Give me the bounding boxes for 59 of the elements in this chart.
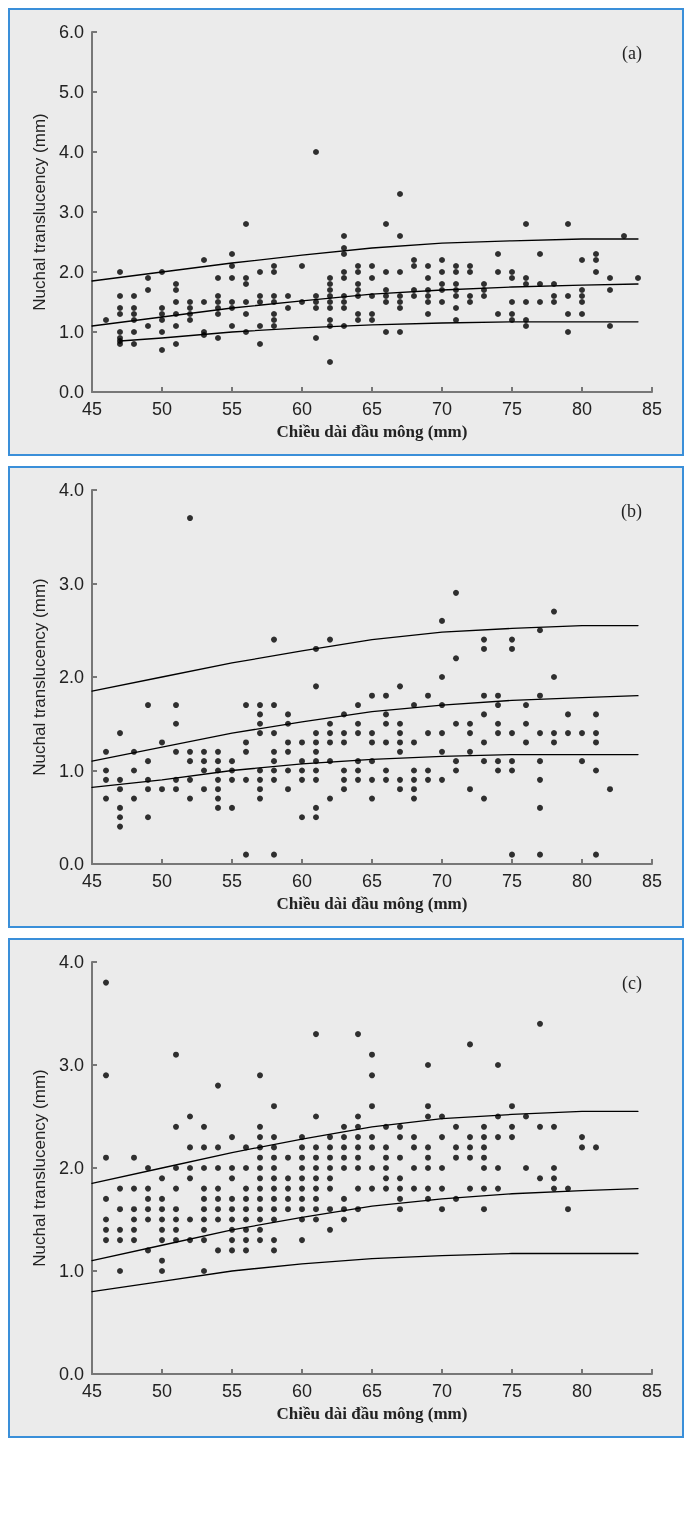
y-axis-title: Nuchal translucency (mm) bbox=[30, 1069, 50, 1267]
y-axis-title: Nuchal translucency (mm) bbox=[30, 578, 50, 776]
line-series bbox=[91, 1110, 639, 1185]
x-tick-label: 80 bbox=[571, 1381, 593, 1401]
x-tick-label: 45 bbox=[81, 1381, 103, 1401]
annotation: (b) bbox=[621, 501, 643, 522]
annotation: (a) bbox=[622, 43, 643, 64]
y-tick-label: 4.0 bbox=[58, 142, 84, 162]
y-tick-label: 6.0 bbox=[58, 22, 84, 42]
x-tick-label: 75 bbox=[501, 399, 523, 419]
x-tick-label: 50 bbox=[151, 1381, 173, 1401]
y-tick-label: 5.0 bbox=[58, 82, 84, 102]
line-series bbox=[91, 695, 639, 762]
y-tick-label: 1.0 bbox=[58, 760, 84, 781]
x-tick-label: 60 bbox=[291, 1381, 313, 1401]
line-series bbox=[91, 1187, 639, 1262]
y-tick-label: 3.0 bbox=[58, 573, 84, 594]
y-tick-label: 0.0 bbox=[58, 854, 84, 874]
y-tick-label: 2.0 bbox=[58, 262, 84, 282]
annotation: (c) bbox=[622, 973, 643, 994]
x-tick-label: 70 bbox=[431, 1381, 453, 1401]
x-tick-label: 80 bbox=[571, 871, 593, 891]
x-tick-label: 45 bbox=[81, 399, 103, 419]
x-tick-label: 45 bbox=[81, 871, 103, 891]
x-tick-label: 50 bbox=[151, 871, 173, 891]
x-tick-label: 75 bbox=[501, 1381, 523, 1401]
x-tick-label: 65 bbox=[361, 399, 383, 419]
y-tick-label: 1.0 bbox=[58, 322, 84, 342]
x-axis-title: Chiều dài đầu mông (mm) bbox=[276, 421, 468, 441]
y-tick-label: 1.0 bbox=[58, 1261, 84, 1281]
x-axis-title: Chiều dài đầu mông (mm) bbox=[276, 1403, 468, 1423]
x-tick-label: 80 bbox=[571, 399, 593, 419]
x-tick-label: 55 bbox=[221, 1381, 243, 1401]
x-tick-label: 65 bbox=[361, 1381, 383, 1401]
x-tick-label: 50 bbox=[151, 399, 173, 419]
x-axis-title: Chiều dài đầu mông (mm) bbox=[276, 893, 468, 913]
y-tick-label: 2.0 bbox=[58, 667, 84, 687]
line-series bbox=[91, 624, 639, 692]
y-axis-title: Nuchal translucency (mm) bbox=[30, 113, 50, 311]
x-tick-label: 55 bbox=[221, 399, 243, 419]
x-tick-label: 60 bbox=[291, 871, 313, 891]
y-tick-label: 0.0 bbox=[58, 1364, 84, 1384]
x-tick-label: 70 bbox=[431, 399, 453, 419]
x-tick-label: 55 bbox=[221, 871, 243, 891]
x-tick-label: 85 bbox=[641, 1381, 663, 1401]
y-tick-label: 3.0 bbox=[58, 202, 84, 222]
y-tick-label: 2.0 bbox=[58, 1158, 84, 1178]
x-tick-label: 70 bbox=[431, 871, 453, 891]
y-tick-label: 0.0 bbox=[58, 382, 84, 402]
line-series bbox=[91, 283, 639, 327]
x-tick-label: 85 bbox=[641, 871, 663, 891]
line-series bbox=[91, 1252, 639, 1293]
y-tick-label: 3.0 bbox=[58, 1055, 84, 1075]
x-tick-label: 60 bbox=[291, 399, 313, 419]
y-tick-label: 4.0 bbox=[58, 480, 84, 500]
x-tick-label: 75 bbox=[501, 871, 523, 891]
x-tick-label: 65 bbox=[361, 871, 383, 891]
y-tick-label: 4.0 bbox=[58, 952, 84, 972]
x-tick-label: 85 bbox=[641, 399, 663, 419]
